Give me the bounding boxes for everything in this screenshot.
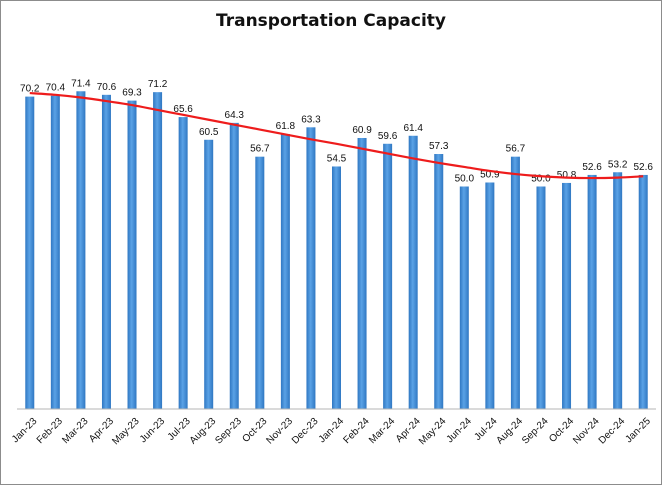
tick-label-Jun-23: Jun-23 [138,416,168,446]
tick-label-Dec-24: Dec-24 [597,416,628,447]
data-label-Oct-24: 50.8 [557,170,577,181]
bar-Oct-24 [562,182,572,409]
bar-Jun-23 [153,92,163,409]
bar-Jan-24 [332,166,341,409]
data-label-Jan-24: 54.5 [327,153,347,164]
data-label-Dec-24: 53.2 [608,159,628,170]
tick-label-Jun-24: Jun-24 [445,416,475,446]
bar-Mar-23 [76,91,86,410]
tick-label-Mar-23: Mar-23 [60,416,90,446]
data-label-Nov-24: 52.6 [582,162,602,173]
x-axis-ticks: Jan-23Feb-23Mar-23Apr-23May-23Jun-23Jul-… [10,416,653,448]
bar-Aug-24 [510,156,520,409]
bar-Jul-23 [178,117,188,409]
data-label-Feb-23: 70.4 [46,83,66,94]
bar-Mar-24 [383,143,393,409]
data-label-Mar-23: 71.4 [71,78,91,89]
data-label-Sep-23: 64.3 [225,110,245,121]
tick-label-Sep-24: Sep-24 [520,416,551,447]
tick-label-May-24: May-24 [417,416,449,448]
bar-Apr-24 [408,135,418,409]
data-labels: 70.2 70.4 71.4 70.6 69.3 71.2 65.6 60.5 64.3 56.7… [20,78,653,184]
bar-series [25,91,648,410]
tick-label-Jan-24: Jan-24 [317,416,347,446]
tick-label-Jan-25: Jan-25 [623,416,653,446]
data-label-Jul-23: 65.6 [173,104,193,115]
bar-Apr-23 [101,94,111,409]
data-label-Sep-24: 50.0 [531,174,551,185]
data-label-Feb-24: 60.9 [352,125,372,136]
bar-Sep-23 [229,122,239,410]
trendline [29,91,644,180]
data-label-Nov-23: 61.8 [276,121,296,132]
data-label-Jun-24: 50.0 [455,174,475,185]
bar-Aug-23 [204,139,214,409]
tick-label-Dec-23: Dec-23 [290,416,321,447]
bar-Dec-24 [613,172,623,409]
data-label-Mar-24: 59.6 [378,131,398,142]
bar-Jun-24 [459,186,469,409]
bar-Nov-23 [280,133,290,410]
data-label-Jul-24: 50.9 [480,169,500,180]
bar-Oct-23 [255,156,265,409]
tick-label-Mar-24: Mar-24 [367,416,397,446]
bar-May-24 [434,154,444,409]
data-label-Jan-25: 52.6 [633,162,653,173]
bar-May-23 [127,100,137,410]
tick-label-May-23: May-23 [110,416,142,448]
data-label-Apr-24: 61.4 [403,123,423,134]
bar-Dec-23 [306,127,316,409]
tick-label-Jan-23: Jan-23 [10,416,40,446]
bar-Jan-23 [25,96,35,410]
data-label-May-24: 57.3 [429,141,449,152]
tick-label-Aug-23: Aug-23 [188,416,219,447]
bar-Feb-23 [50,95,60,409]
data-label-Apr-23: 70.6 [97,82,117,93]
data-label-May-23: 69.3 [122,88,142,99]
data-label-Oct-23: 56.7 [250,144,270,155]
data-label-Jan-23: 70.2 [20,84,40,95]
bar-Jul-24 [485,182,495,409]
data-label-Aug-24: 56.7 [506,144,526,155]
bar-Feb-24 [357,137,367,409]
tick-label-Nov-23: Nov-23 [264,416,295,447]
chart-title: Transportation Capacity [216,11,446,31]
data-label-Aug-23: 60.5 [199,127,219,138]
data-label-Jun-23: 71.2 [148,79,168,90]
bar-Sep-24 [536,186,546,409]
tick-label-Nov-24: Nov-24 [571,416,602,447]
data-label-Dec-23: 63.3 [301,114,321,125]
tick-label-Feb-24: Feb-24 [342,416,372,446]
tick-label-Sep-23: Sep-23 [213,416,244,447]
tick-label-Aug-24: Aug-24 [494,416,525,447]
bar-Nov-24 [587,174,597,409]
bar-Jan-25 [638,174,648,409]
tick-label-Feb-23: Feb-23 [35,416,65,446]
